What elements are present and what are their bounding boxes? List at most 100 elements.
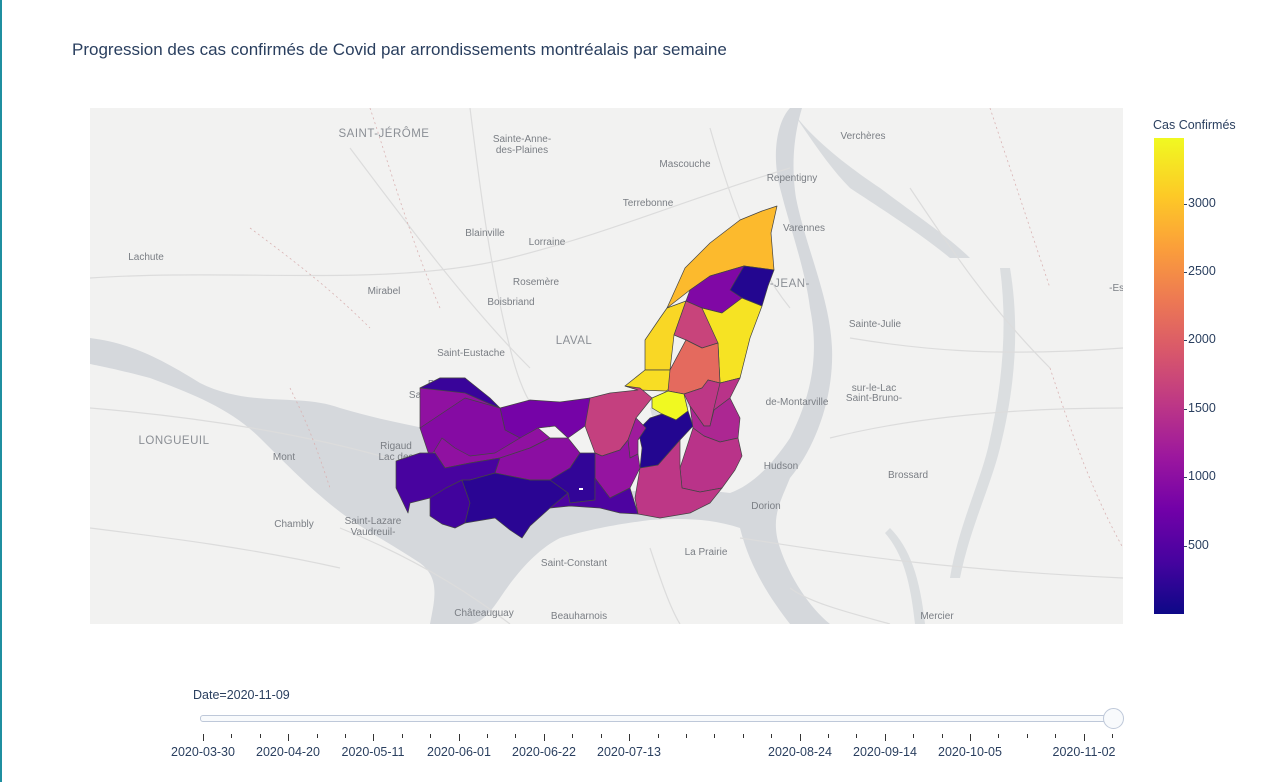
place-label: Mont (273, 452, 295, 463)
region-21[interactable] (419, 397, 521, 459)
place-label: SAINT-JÉRÔME (339, 127, 430, 140)
colorbar-tick-mark (1184, 477, 1187, 479)
place-label: Saint-Eustache (437, 348, 505, 359)
basemap-roads (90, 108, 1123, 624)
slider-tick-mark (856, 734, 857, 738)
basemap-borders (249, 108, 1123, 549)
place-label: Lorraine (529, 237, 566, 248)
place-label: Chambly (274, 519, 313, 530)
place-label: Sainte-Anne- (493, 134, 551, 145)
slider-tick-label[interactable]: 2020-09-14 (853, 745, 917, 759)
slider-tick-mark (1027, 734, 1028, 738)
place-label: Varennes (783, 223, 825, 234)
slider-tick-mark (1084, 734, 1085, 741)
slider-tick-label[interactable]: 2020-03-30 (171, 745, 235, 759)
place-label: Beauharnois (551, 611, 607, 622)
region-20[interactable] (419, 377, 501, 409)
place-label: Boisbriand (487, 297, 534, 308)
place-label: Dorion (751, 501, 780, 512)
place-label: Brossard (888, 470, 928, 481)
colorbar-tick-label: 500 (1188, 537, 1209, 552)
slider-tick-mark (743, 734, 744, 738)
colorbar-tick-label: 2500 (1188, 264, 1216, 279)
colorbar-tick-mark (1184, 272, 1187, 274)
slider-tick-label[interactable]: 2020-05-11 (341, 745, 405, 759)
slider-tick-mark (970, 734, 971, 741)
place-labels: SAINT-JÉRÔME Sainte-Anne-des-Plaines Verch… (128, 127, 1123, 622)
slider-tick-mark (515, 734, 516, 738)
colorbar-tick-label: 1000 (1188, 469, 1216, 484)
left-edge-border (0, 0, 2, 782)
place-label: Hudson (764, 461, 798, 472)
slider-tick-mark (629, 734, 630, 741)
colorbar-tick-mark (1184, 545, 1187, 547)
slider-tick-label[interactable]: 2020-06-22 (512, 745, 576, 759)
place-label: -Est (1109, 283, 1123, 294)
place-label: Sainte-Julie (849, 319, 902, 330)
place-label: La Prairie (685, 547, 728, 558)
slider-tick-label[interactable]: 2020-06-01 (427, 745, 491, 759)
slider-tick-mark (487, 734, 488, 738)
slider-rail[interactable] (200, 715, 1119, 722)
slider-tick-mark (998, 734, 999, 738)
place-label: LONGUEUIL (139, 435, 210, 447)
slider-tick-mark (913, 734, 914, 738)
slider-tick-mark (885, 734, 886, 741)
place-label: Repentigny (767, 173, 818, 184)
place-label: Mascouche (659, 159, 711, 170)
slider-tick-label[interactable]: 2020-07-13 (597, 745, 661, 759)
colorbar-tick-mark (1184, 408, 1187, 410)
slider-tick-mark (686, 734, 687, 738)
slider-tick-label[interactable]: 2020-11-02 (1052, 745, 1116, 759)
place-label: Lachute (128, 252, 164, 263)
region-12[interactable] (499, 397, 591, 439)
place-label: LAVAL (556, 335, 593, 347)
place-label: sur-le-Lac (852, 383, 896, 394)
map-panel[interactable]: SAINT-JÉRÔME Sainte-Anne-des-Plaines Verch… (90, 108, 1123, 624)
place-label: Verchères (840, 131, 885, 142)
colorbar-tick-mark (1184, 203, 1187, 205)
place-label: de-Montarville (766, 397, 829, 408)
slider-tick-mark (828, 734, 829, 738)
slider-tick-mark (714, 734, 715, 738)
slider-tick-mark (260, 734, 261, 738)
place-label: Lac des (378, 452, 413, 463)
colorbar-tick-mark (1184, 340, 1187, 342)
place-label: Saint-Constant (541, 558, 607, 569)
colorbar-tick-label: 3000 (1188, 195, 1216, 210)
island-mark (579, 488, 583, 490)
slider-tick-mark (203, 734, 204, 741)
place-label: des-Plaines (496, 145, 548, 156)
slider-tick-mark (373, 734, 374, 741)
slider-tick-mark (544, 734, 545, 741)
slider-tick-mark (459, 734, 460, 741)
slider-tick-mark (942, 734, 943, 738)
map-svg[interactable]: SAINT-JÉRÔME Sainte-Anne-des-Plaines Verch… (90, 108, 1123, 624)
slider-handle[interactable] (1103, 708, 1124, 729)
place-label: Rigaud (380, 441, 412, 452)
slider-current-label: Date=2020-11-09 (193, 688, 290, 702)
place-label: Châteauguay (454, 608, 514, 619)
slider-tick-mark (800, 734, 801, 741)
place-label: Saint-Bruno- (846, 393, 902, 404)
slider-tick-mark (572, 734, 573, 738)
place-label: Saint-Lazare (345, 516, 402, 527)
slider-tick-mark (1055, 734, 1056, 738)
slider-tick-label[interactable]: 2020-04-20 (256, 745, 320, 759)
slider-tick-mark (288, 734, 289, 741)
chart-title: Progression des cas confirmés de Covid p… (72, 40, 727, 59)
colorbar-tick-label: 1500 (1188, 400, 1216, 415)
colorbar (1154, 138, 1184, 614)
slider-tick-label[interactable]: 2020-08-24 (768, 745, 832, 759)
slider-tick-label[interactable]: 2020-10-05 (938, 745, 1002, 759)
slider-tick-mark (231, 734, 232, 738)
choropleth-regions[interactable] (395, 205, 778, 539)
region-28[interactable] (549, 477, 639, 515)
slider-tick-mark (317, 734, 318, 738)
place-label: Rosemère (513, 277, 560, 288)
colorbar-tick-label: 2000 (1188, 332, 1216, 347)
slider-tick-mark (402, 734, 403, 738)
slider-tick-mark (658, 734, 659, 738)
slider-tick-mark (601, 734, 602, 738)
colorbar-title: Cas Confirmés (1153, 118, 1236, 132)
